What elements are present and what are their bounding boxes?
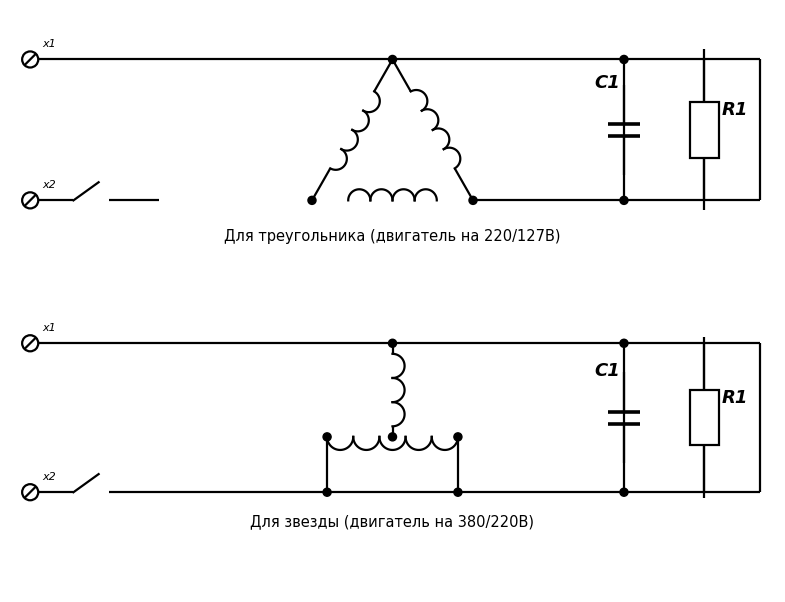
Circle shape bbox=[323, 488, 331, 496]
Circle shape bbox=[620, 196, 628, 205]
Text: C1: C1 bbox=[594, 73, 620, 92]
Circle shape bbox=[22, 192, 38, 208]
Circle shape bbox=[323, 433, 331, 441]
Text: C1: C1 bbox=[594, 361, 620, 379]
Circle shape bbox=[469, 196, 477, 205]
Circle shape bbox=[389, 340, 396, 347]
Text: x1: x1 bbox=[42, 323, 56, 333]
Circle shape bbox=[620, 340, 628, 347]
Circle shape bbox=[454, 433, 462, 441]
Circle shape bbox=[308, 196, 316, 205]
Text: Для треугольника (двигатель на 220/127В): Для треугольника (двигатель на 220/127В) bbox=[225, 229, 560, 244]
Text: Для звезды (двигатель на 380/220В): Для звезды (двигатель на 380/220В) bbox=[250, 514, 535, 529]
Bar bbox=[690, 390, 718, 445]
Circle shape bbox=[22, 51, 38, 67]
Circle shape bbox=[454, 488, 462, 496]
Circle shape bbox=[389, 55, 396, 63]
Text: x2: x2 bbox=[42, 472, 56, 482]
Circle shape bbox=[22, 335, 38, 352]
Circle shape bbox=[389, 433, 396, 441]
Circle shape bbox=[620, 55, 628, 63]
Text: R1: R1 bbox=[721, 101, 748, 119]
Text: R1: R1 bbox=[721, 389, 748, 406]
Text: x1: x1 bbox=[42, 39, 56, 49]
Circle shape bbox=[620, 488, 628, 496]
Circle shape bbox=[22, 484, 38, 500]
Text: x2: x2 bbox=[42, 180, 56, 190]
Bar bbox=[690, 102, 718, 158]
